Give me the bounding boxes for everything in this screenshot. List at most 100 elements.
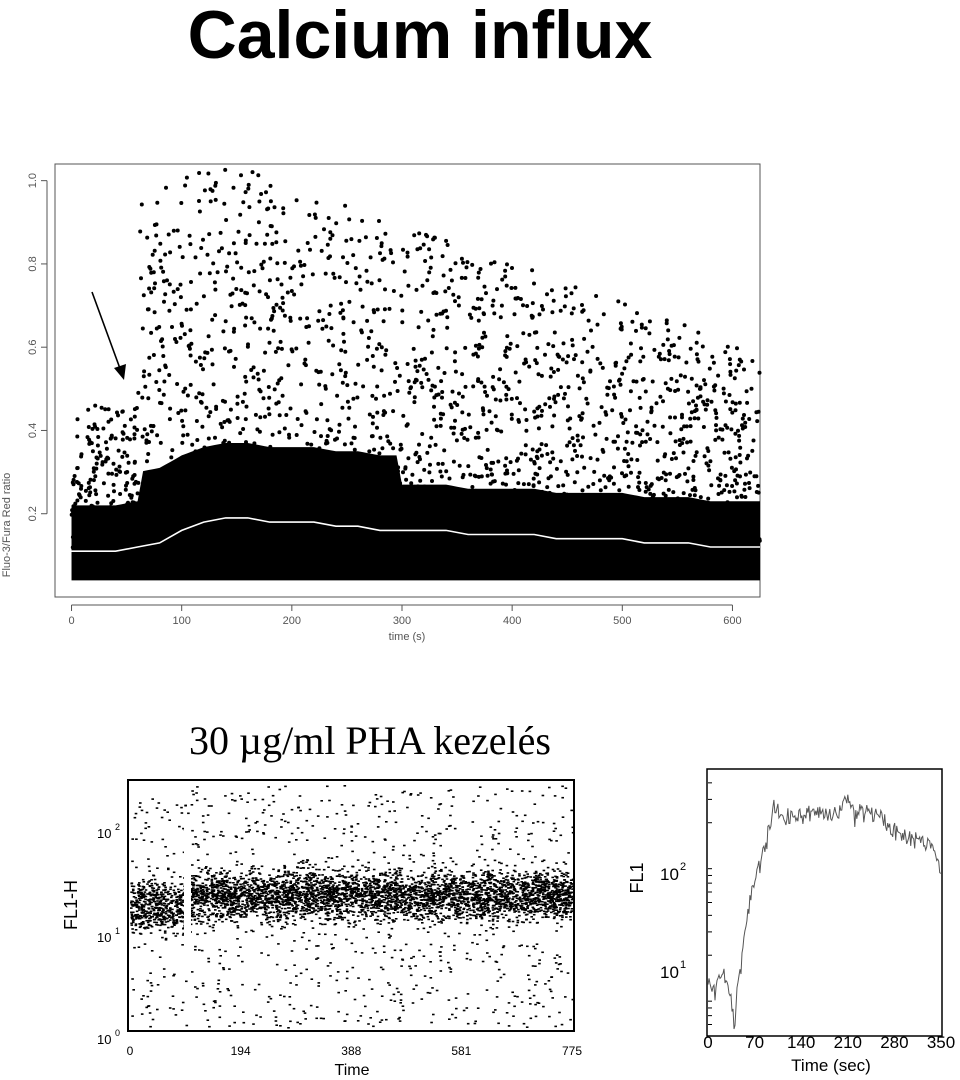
- c1-scatter-point: [419, 309, 424, 314]
- c1-scatter-point: [99, 405, 104, 410]
- c1-scatter-point: [120, 409, 125, 414]
- c2-event-dot: [252, 865, 255, 867]
- c1-scatter-point: [539, 373, 544, 378]
- c2-event-dot: [291, 910, 295, 913]
- c1-scatter-point: [466, 412, 471, 417]
- c2-event-dot: [451, 880, 454, 882]
- c2-event-dot: [253, 988, 257, 991]
- c2-event-dot: [146, 883, 149, 885]
- c2-event-dot: [349, 904, 352, 907]
- c2-event-dot: [328, 889, 332, 892]
- c1-scatter-point: [284, 413, 289, 417]
- c2-event-dot: [390, 881, 394, 884]
- c2-event-dot: [523, 911, 526, 914]
- c1-scatter-point: [324, 324, 329, 329]
- c1-scatter-point: [379, 368, 384, 373]
- c1-scatter-point: [228, 407, 233, 412]
- c1-scatter-point: [638, 432, 643, 437]
- c2-event-dot: [273, 893, 277, 895]
- c2-event-dot: [515, 924, 519, 927]
- c2-event-dot: [258, 873, 262, 875]
- c2-event-dot: [299, 910, 303, 912]
- c2-event-dot: [429, 887, 433, 890]
- c2-event-dot: [523, 881, 527, 884]
- c1-scatter-point: [151, 424, 156, 428]
- c2-event-dot: [476, 1007, 480, 1009]
- c1-scatter-point: [114, 472, 119, 477]
- c1-scatter-point: [571, 443, 576, 448]
- c1-scatter-point: [274, 401, 279, 406]
- c2-event-dot: [440, 870, 443, 872]
- c1-scatter-point: [685, 440, 690, 445]
- c1-scatter-point: [202, 188, 207, 193]
- c1-scatter-point: [714, 428, 719, 433]
- c1-scatter-point: [518, 297, 523, 301]
- c1-scatter-point: [503, 463, 508, 468]
- c1-scatter-point: [268, 256, 273, 261]
- c2-event-dot: [316, 815, 320, 817]
- c2-event-dot: [511, 874, 514, 877]
- c1-scatter-point: [652, 347, 657, 352]
- c2-event-dot: [244, 931, 248, 933]
- c2-event-dot: [322, 1017, 325, 1020]
- c1-scatter-point: [120, 430, 125, 435]
- c1-scatter-point: [569, 311, 574, 316]
- c2-event-dot: [329, 876, 333, 878]
- c1-scatter-point: [231, 241, 236, 246]
- c2-event-dot: [480, 894, 484, 896]
- c2-event-dot: [283, 820, 287, 823]
- c2-event-dot: [172, 871, 176, 874]
- c2-event-dot: [239, 883, 242, 886]
- c2-event-dot: [553, 883, 556, 886]
- c2-event-dot: [217, 897, 220, 900]
- c2-event-dot: [415, 889, 419, 892]
- c2-event-dot: [484, 891, 488, 894]
- c2-event-dot: [160, 895, 164, 897]
- c1-scatter-point: [729, 427, 734, 432]
- c2-event-dot: [217, 983, 220, 985]
- c1-scatter-point: [551, 298, 556, 303]
- c1-scatter-point: [128, 417, 133, 422]
- c2-event-dot: [334, 904, 338, 906]
- c2-event-dot: [409, 870, 413, 872]
- c1-scatter-point: [267, 278, 272, 283]
- c2-event-dot: [304, 1018, 307, 1020]
- c1-scatter-point: [716, 435, 721, 440]
- c2-event-dot: [262, 833, 266, 835]
- c2-event-dot: [326, 911, 330, 913]
- c2-event-dot: [532, 913, 536, 916]
- c1-scatter-point: [188, 382, 193, 387]
- c1-scatter-point: [637, 470, 642, 475]
- c1-scatter-point: [194, 395, 199, 400]
- c1-scatter-point: [449, 425, 454, 430]
- c2-event-dot: [508, 909, 511, 912]
- c1-scatter-point: [523, 443, 528, 448]
- c2-event-dot: [549, 891, 553, 893]
- c2-event-dot: [276, 918, 280, 921]
- c1-scatter-point: [693, 453, 698, 458]
- c2-event-dot: [152, 889, 156, 892]
- c2-event-dot: [323, 905, 327, 908]
- c2-event-dot: [248, 908, 251, 910]
- c2-event-dot: [314, 895, 318, 898]
- c1-scatter-point: [509, 412, 514, 417]
- c1-scatter-point: [250, 170, 255, 175]
- c1-scatter-point: [668, 471, 672, 476]
- c2-event-dot: [148, 920, 152, 922]
- c1-x-tick-label: 0: [68, 615, 74, 627]
- c1-scatter-point: [467, 312, 472, 317]
- c1-scatter-point: [413, 364, 418, 369]
- c2-event-dot: [480, 889, 484, 891]
- c2-event-dot: [296, 904, 300, 907]
- c2-event-dot: [237, 903, 240, 905]
- c1-scatter-point: [406, 379, 411, 384]
- c2-event-dot: [505, 905, 509, 907]
- c1-scatter-point: [470, 485, 475, 489]
- c2-event-dot: [367, 861, 370, 864]
- c2-event-dot: [368, 882, 372, 885]
- c2-event-dot: [570, 910, 573, 912]
- c2-event-dot: [380, 909, 383, 911]
- c2-event-dot: [365, 936, 368, 939]
- c2-event-dot: [171, 908, 174, 911]
- c1-scatter-point: [157, 388, 162, 392]
